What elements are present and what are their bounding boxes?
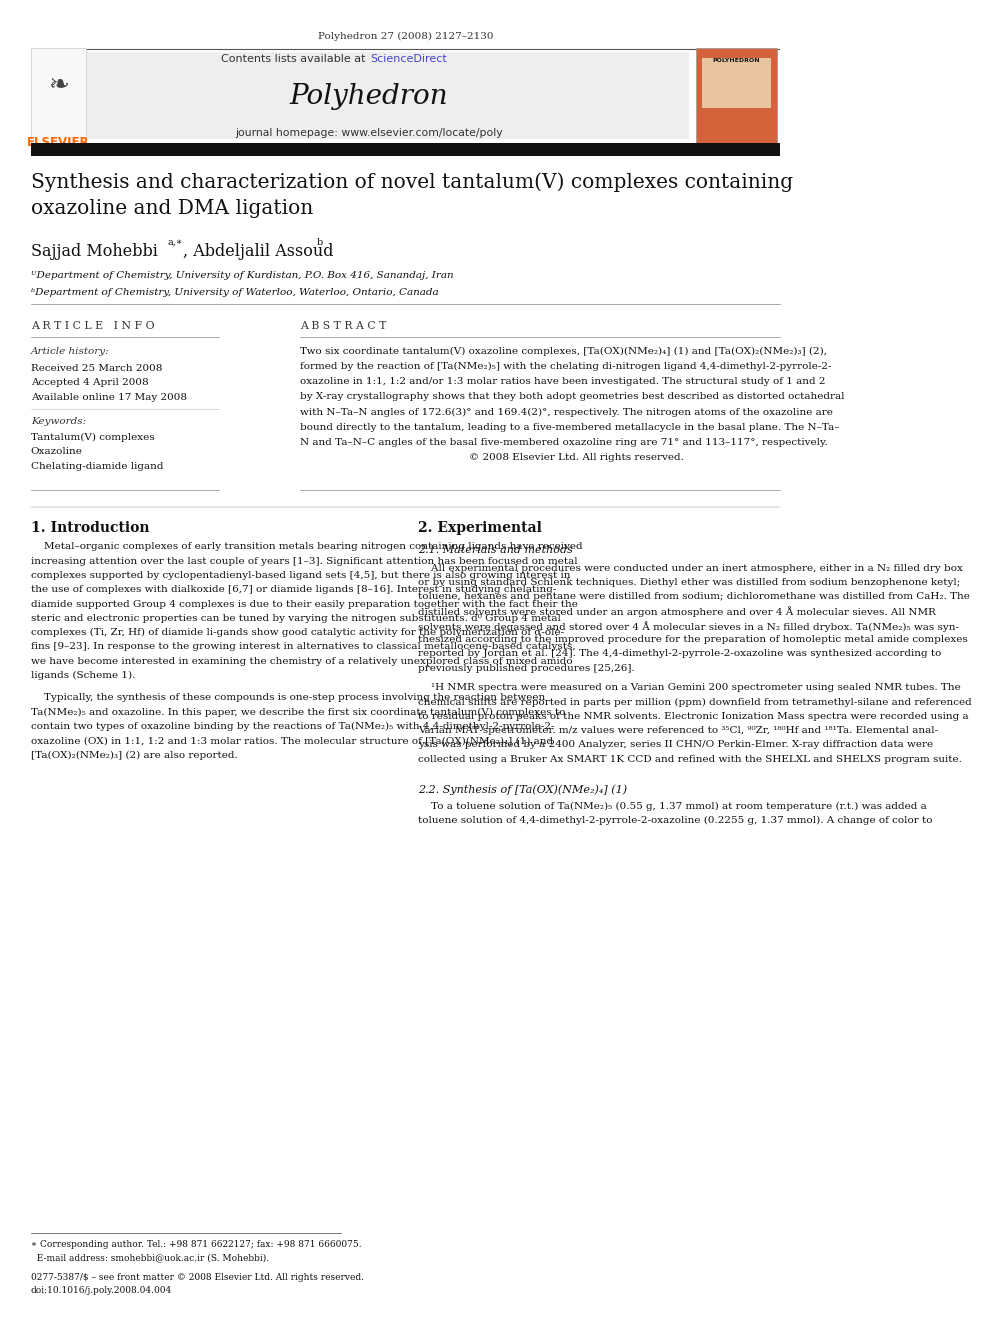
Text: Article history:: Article history: [31, 347, 109, 356]
Text: Sajjad Mohebbi: Sajjad Mohebbi [31, 243, 158, 261]
Text: the use of complexes with dialkoxide [6,7] or diamide ligands [8–16]. Interest i: the use of complexes with dialkoxide [6,… [31, 585, 557, 594]
Text: formed by the reaction of [Ta(NMe₂)₅] with the chelating di-nitrogen ligand 4,4-: formed by the reaction of [Ta(NMe₂)₅] wi… [301, 361, 831, 370]
Text: complexes (Ti, Zr, Hf) of diamide li-gands show good catalytic activity for the : complexes (Ti, Zr, Hf) of diamide li-gan… [31, 628, 563, 638]
Text: Ta(NMe₂)₅ and oxazoline. In this paper, we describe the first six coordinate tan: Ta(NMe₂)₅ and oxazoline. In this paper, … [31, 708, 565, 717]
Text: ᵁDepartment of Chemistry, University of Kurdistan, P.O. Box 416, Sanandaj, Iran: ᵁDepartment of Chemistry, University of … [31, 271, 453, 280]
Text: ysis was performed by a 2400 Analyzer, series II CHN/O Perkin-Elmer. X-ray diffr: ysis was performed by a 2400 Analyzer, s… [418, 741, 932, 749]
Text: a,∗: a,∗ [167, 238, 183, 247]
Text: [Ta(OX)₂(NMe₂)₃] (2) are also reported.: [Ta(OX)₂(NMe₂)₃] (2) are also reported. [31, 750, 237, 759]
Text: or by using standard Schlenk techniques. Diethyl ether was distilled from sodium: or by using standard Schlenk techniques.… [418, 578, 960, 587]
Text: ∗ Corresponding author. Tel.: +98 871 6622127; fax: +98 871 6660075.: ∗ Corresponding author. Tel.: +98 871 66… [31, 1240, 361, 1249]
Text: complexes supported by cyclopentadienyl-based ligand sets [4,5], but there is al: complexes supported by cyclopentadienyl-… [31, 572, 570, 579]
FancyBboxPatch shape [31, 48, 86, 143]
Text: toluene, hexanes and pentane were distilled from sodium; dichloromethane was dis: toluene, hexanes and pentane were distil… [418, 593, 969, 601]
Text: Varian MAT spectrometer. m/z values were referenced to ³⁵Cl, ⁹⁰Zr, ¹⁸⁰Hf and ¹⁸¹: Varian MAT spectrometer. m/z values were… [418, 726, 937, 736]
Text: doi:10.1016/j.poly.2008.04.004: doi:10.1016/j.poly.2008.04.004 [31, 1286, 172, 1295]
Text: N and Ta–N–C angles of the basal five-membered oxazoline ring are 71° and 113–11: N and Ta–N–C angles of the basal five-me… [301, 438, 828, 447]
Text: To a toluene solution of Ta(NMe₂)₅ (0.55 g, 1.37 mmol) at room temperature (r.t.: To a toluene solution of Ta(NMe₂)₅ (0.55… [418, 802, 927, 811]
Text: Keywords:: Keywords: [31, 417, 86, 426]
Text: bound directly to the tantalum, leading to a five-membered metallacycle in the b: bound directly to the tantalum, leading … [301, 423, 839, 431]
Text: 0277-5387/$ – see front matter © 2008 Elsevier Ltd. All rights reserved.: 0277-5387/$ – see front matter © 2008 El… [31, 1273, 364, 1282]
Text: b: b [316, 238, 322, 247]
Text: Synthesis and characterization of novel tantalum(V) complexes containing
oxazoli: Synthesis and characterization of novel … [31, 172, 793, 218]
Text: 1. Introduction: 1. Introduction [31, 521, 150, 536]
Text: Metal–organic complexes of early transition metals bearing nitrogen containing l: Metal–organic complexes of early transit… [31, 542, 582, 552]
Text: Polyhedron 27 (2008) 2127–2130: Polyhedron 27 (2008) 2127–2130 [317, 32, 493, 41]
Text: Tantalum(V) complexes: Tantalum(V) complexes [31, 433, 155, 442]
Text: fins [9–23]. In response to the growing interest in alternatives to classical me: fins [9–23]. In response to the growing … [31, 643, 575, 651]
Text: reported by Jordan et al. [24]. The 4,4-dimethyl-2-pyrrole-2-oxazoline was synth: reported by Jordan et al. [24]. The 4,4-… [418, 650, 941, 659]
FancyBboxPatch shape [61, 52, 689, 139]
Text: POLYHEDRON: POLYHEDRON [712, 58, 760, 64]
Text: chemical shifts are reported in parts per million (ppm) downfield from tetrameth: chemical shifts are reported in parts pe… [418, 697, 971, 706]
Text: Received 25 March 2008: Received 25 March 2008 [31, 364, 163, 373]
Text: with N–Ta–N angles of 172.6(3)° and 169.4(2)°, respectively. The nitrogen atoms : with N–Ta–N angles of 172.6(3)° and 169.… [301, 407, 833, 417]
Text: steric and electronic properties can be tuned by varying the nitrogen substituen: steric and electronic properties can be … [31, 614, 560, 623]
Text: we have become interested in examining the chemistry of a relatively unexplored : we have become interested in examining t… [31, 656, 572, 665]
FancyBboxPatch shape [31, 143, 781, 156]
Text: to residual proton peaks of the NMR solvents. Electronic Ionization Mass spectra: to residual proton peaks of the NMR solv… [418, 712, 968, 721]
Text: Available online 17 May 2008: Available online 17 May 2008 [31, 393, 186, 402]
Text: Typically, the synthesis of these compounds is one-step process involving the re: Typically, the synthesis of these compou… [31, 693, 545, 703]
Text: increasing attention over the last couple of years [1–3]. Significant attention : increasing attention over the last coupl… [31, 557, 577, 566]
Text: solvents were degassed and stored over 4 Å molecular sieves in a N₂ filled drybo: solvents were degassed and stored over 4… [418, 620, 958, 631]
Text: Chelating-diamide ligand: Chelating-diamide ligand [31, 462, 164, 471]
Text: by X-ray crystallography shows that they both adopt geometries best described as: by X-ray crystallography shows that they… [301, 392, 844, 401]
Text: E-mail address: smohebbi@uok.ac.ir (S. Mohebbi).: E-mail address: smohebbi@uok.ac.ir (S. M… [31, 1253, 269, 1262]
Text: A R T I C L E   I N F O: A R T I C L E I N F O [31, 321, 155, 332]
FancyBboxPatch shape [701, 58, 771, 108]
Text: ELSEVIER: ELSEVIER [27, 136, 89, 149]
Text: ❧: ❧ [48, 73, 68, 97]
FancyBboxPatch shape [696, 48, 777, 143]
Text: ligands (Scheme 1).: ligands (Scheme 1). [31, 671, 135, 680]
Text: Accepted 4 April 2008: Accepted 4 April 2008 [31, 378, 149, 388]
Text: diamide supported Group 4 complexes is due to their easily preparation together : diamide supported Group 4 complexes is d… [31, 599, 577, 609]
Text: previously published procedures [25,26].: previously published procedures [25,26]. [418, 664, 635, 672]
Text: 2. Experimental: 2. Experimental [418, 521, 542, 536]
Text: ScienceDirect: ScienceDirect [370, 54, 446, 65]
Text: Two six coordinate tantalum(V) oxazoline complexes, [Ta(OX)(NMe₂)₄] (1) and [Ta(: Two six coordinate tantalum(V) oxazoline… [301, 347, 827, 356]
Text: oxazoline in 1:1, 1:2 and/or 1:3 molar ratios have been investigated. The struct: oxazoline in 1:1, 1:2 and/or 1:3 molar r… [301, 377, 825, 386]
Text: ᵇDepartment of Chemistry, University of Waterloo, Waterloo, Ontario, Canada: ᵇDepartment of Chemistry, University of … [31, 288, 438, 298]
Text: All experimental procedures were conducted under an inert atmosphere, either in : All experimental procedures were conduct… [418, 564, 962, 573]
Text: oxazoline (OX) in 1:1, 1:2 and 1:3 molar ratios. The molecular structure of [Ta(: oxazoline (OX) in 1:1, 1:2 and 1:3 molar… [31, 736, 553, 745]
Text: distilled solvents were stored under an argon atmosphere and over 4 Å molecular : distilled solvents were stored under an … [418, 606, 935, 618]
Text: collected using a Bruker Ax SMART 1K CCD and refined with the SHELXL and SHELXS : collected using a Bruker Ax SMART 1K CCD… [418, 754, 961, 763]
Text: journal homepage: www.elsevier.com/locate/poly: journal homepage: www.elsevier.com/locat… [235, 128, 503, 139]
Text: thesized according to the improved procedure for the preparation of homoleptic m: thesized according to the improved proce… [418, 635, 967, 644]
Text: contain two types of oxazoline binding by the reactions of Ta(NMe₂)₅ with 4,4-di: contain two types of oxazoline binding b… [31, 722, 555, 730]
Text: © 2008 Elsevier Ltd. All rights reserved.: © 2008 Elsevier Ltd. All rights reserved… [301, 452, 684, 462]
Text: A B S T R A C T: A B S T R A C T [301, 321, 387, 332]
Text: Oxazoline: Oxazoline [31, 447, 82, 456]
Text: 2.1. Materials and methods: 2.1. Materials and methods [418, 545, 572, 556]
Text: Polyhedron: Polyhedron [290, 83, 448, 110]
Text: 2.2. Synthesis of [Ta(OX)(NMe₂)₄] (1): 2.2. Synthesis of [Ta(OX)(NMe₂)₄] (1) [418, 785, 627, 795]
Text: toluene solution of 4,4-dimethyl-2-pyrrole-2-oxazoline (0.2255 g, 1.37 mmol). A : toluene solution of 4,4-dimethyl-2-pyrro… [418, 816, 932, 826]
Text: , Abdeljalil Assoud: , Abdeljalil Assoud [184, 243, 334, 261]
Text: ¹H NMR spectra were measured on a Varian Gemini 200 spectrometer using sealed NM: ¹H NMR spectra were measured on a Varian… [418, 683, 960, 692]
Text: Contents lists available at: Contents lists available at [221, 54, 369, 65]
